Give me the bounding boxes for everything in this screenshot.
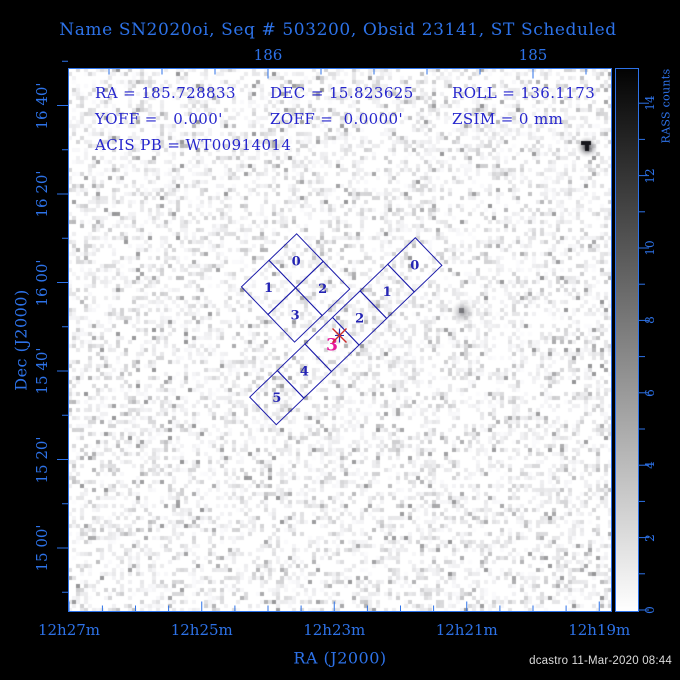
- acis-s2-chip-label: 2: [355, 311, 364, 326]
- bottom-axis-tick-label: 12h23m: [303, 621, 366, 639]
- acis-i2-chip-label: 2: [318, 282, 327, 297]
- left-axis-tick-label: 16 00': [33, 258, 51, 307]
- colorbar-tick-label: 6: [643, 388, 657, 397]
- acis-i0-chip-label: 0: [292, 254, 301, 269]
- info-acis-pb: ACIS PB = WT00914014: [95, 136, 292, 154]
- top-axis-tick-label: 186: [253, 46, 283, 64]
- acis-s4-chip-label: 4: [300, 365, 309, 380]
- bottom-axis-tick-label: 12h25m: [170, 621, 233, 639]
- colorbar-gradient: [615, 68, 639, 612]
- acis-i3-chip[interactable]: [267, 287, 323, 343]
- colorbar-title: RASS counts: [659, 68, 673, 144]
- info-ra: RA = 185.728833: [95, 84, 236, 102]
- left-axis-tick-label: 16 20': [33, 170, 51, 218]
- acis-s1-chip-label: 1: [383, 285, 392, 300]
- bottom-axis-tick-label: 12h27m: [37, 621, 101, 639]
- x-axis-title: RA (J2000): [293, 648, 387, 668]
- left-axis-tick-label: 15 20': [33, 435, 51, 484]
- plot-title: Name SN2020oi, Seq # 503200, Obsid 23141…: [59, 20, 617, 40]
- acis-fov-footprint[interactable]: 0 1 2 3 4 5 0 1 2 3: [191, 176, 443, 426]
- bottom-axis-tick-label: 12h19m: [568, 621, 631, 639]
- colorbar-tick-label: 12: [643, 167, 657, 184]
- colorbar-tick-label: 0: [643, 606, 657, 614]
- colorbar-tick-label: 2: [643, 533, 657, 542]
- credit-timestamp: dcastro 11-Mar-2020 08:44: [529, 655, 672, 667]
- acis-s5-chip-label: 5: [272, 391, 281, 406]
- colorbar-tick-label: 8: [643, 316, 657, 325]
- info-zoff: ZOFF = 0.0000': [270, 110, 404, 128]
- y-axis-title: Dec (J2000): [11, 289, 31, 391]
- bottom-axis-tick-label: 12h21m: [435, 621, 498, 639]
- acis-i1-chip-label: 1: [264, 281, 273, 296]
- info-zsim: ZSIM = 0 mm: [452, 110, 564, 128]
- colorbar-tick-label: 10: [643, 240, 657, 256]
- acis-i3-chip-label: 3: [291, 309, 300, 324]
- colorbar-tick-label: 4: [643, 461, 657, 470]
- top-axis-tick-label: 185: [518, 46, 548, 64]
- info-yoff: YOFF = 0.000': [95, 110, 223, 128]
- acis-s0-chip-label: 0: [410, 258, 419, 273]
- left-axis-tick-label: 15 00': [33, 524, 51, 572]
- info-dec: DEC = 15.823625: [270, 84, 414, 102]
- info-roll: ROLL = 136.1173: [452, 84, 596, 102]
- acis-s3-chip-label: 3: [326, 336, 338, 356]
- acis-s5-chip[interactable]: [249, 369, 305, 426]
- left-axis-tick-label: 16 40': [33, 81, 51, 130]
- left-axis-tick-label: 15 40': [33, 347, 51, 395]
- colorbar-tick-label: 14: [643, 95, 657, 111]
